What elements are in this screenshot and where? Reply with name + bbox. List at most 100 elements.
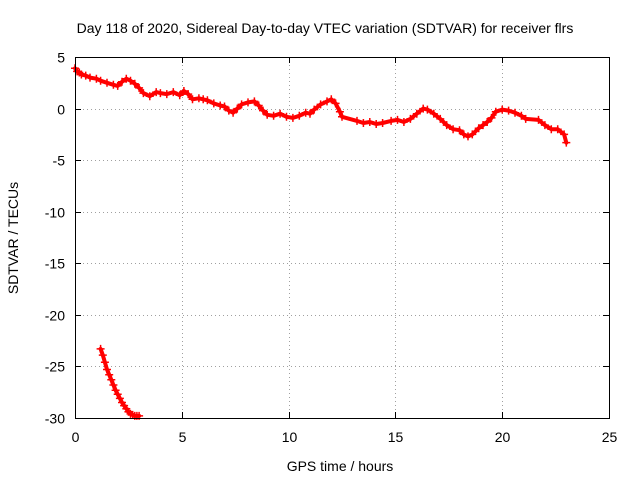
series-main-track — [71, 64, 571, 147]
x-tick-label: 5 — [179, 429, 187, 445]
data-point — [372, 120, 381, 128]
data-point — [459, 130, 468, 139]
data-point — [406, 114, 415, 123]
data-point — [92, 74, 101, 83]
data-point — [553, 125, 562, 134]
data-point — [310, 105, 319, 114]
data-point — [98, 351, 107, 360]
x-tick-label: 10 — [282, 429, 298, 445]
data-point — [483, 118, 492, 126]
data-point — [276, 109, 285, 118]
data-point — [194, 94, 203, 103]
data-point — [86, 73, 94, 82]
data-point — [130, 79, 139, 88]
data-point — [203, 96, 212, 105]
data-point — [77, 70, 86, 79]
data-point — [229, 108, 238, 117]
data-point — [511, 108, 519, 117]
data-point — [442, 121, 451, 130]
data-point — [295, 111, 304, 120]
data-point — [126, 76, 135, 85]
series-descending-track — [96, 344, 144, 420]
data-point — [199, 95, 208, 104]
data-point — [338, 112, 346, 121]
data-point — [455, 126, 464, 135]
data-point — [118, 77, 126, 86]
data-point — [316, 100, 325, 109]
data-point — [233, 104, 242, 113]
chart-title: Day 118 of 2020, Sidereal Day-to-day VTE… — [77, 20, 574, 36]
data-point — [534, 115, 543, 124]
data-point — [103, 78, 111, 87]
data-point — [237, 100, 246, 109]
data-point — [468, 130, 477, 139]
data-point — [479, 121, 487, 130]
data-layer — [71, 64, 571, 420]
data-point — [412, 109, 421, 118]
data-point — [378, 119, 387, 127]
data-point — [419, 104, 428, 113]
data-point — [188, 95, 197, 104]
data-point — [169, 88, 178, 97]
data-point — [175, 91, 184, 100]
data-point — [156, 89, 165, 98]
x-tick-label: 25 — [602, 429, 618, 445]
y-axis-label: SDTVAR / TECUs — [5, 182, 21, 294]
y-tick-label: -10 — [45, 205, 65, 221]
data-point — [359, 119, 368, 127]
x-tick-label: 0 — [72, 429, 80, 445]
plot-frame — [75, 57, 610, 419]
data-point — [474, 124, 483, 133]
x-axis-label: GPS time / hours — [287, 458, 394, 474]
data-point — [109, 80, 118, 89]
data-point — [301, 108, 310, 117]
data-point — [393, 115, 402, 124]
data-point — [139, 89, 148, 98]
data-point — [498, 105, 507, 114]
data-point — [259, 106, 267, 115]
data-point — [399, 118, 408, 126]
data-point — [184, 90, 193, 99]
data-point — [103, 365, 111, 374]
data-point — [521, 114, 530, 123]
y-tick-label: 0 — [57, 102, 65, 118]
data-point — [335, 107, 344, 116]
data-point — [113, 81, 122, 90]
data-point — [244, 98, 252, 107]
data-point — [269, 111, 278, 120]
data-point — [263, 110, 272, 119]
data-point — [306, 109, 314, 118]
data-point — [423, 105, 432, 114]
y-tick-label: -5 — [53, 153, 66, 169]
y-tick-label: 5 — [57, 50, 65, 66]
x-tick-label: 20 — [495, 429, 511, 445]
data-point — [288, 113, 297, 122]
data-point — [436, 114, 445, 123]
data-point — [323, 97, 331, 106]
data-point — [224, 106, 233, 115]
data-point — [81, 71, 90, 80]
data-point — [250, 97, 259, 106]
data-point — [365, 118, 374, 126]
data-point — [487, 113, 496, 122]
y-tick-label: -20 — [45, 308, 65, 324]
data-point — [100, 358, 109, 367]
data-point — [145, 92, 154, 101]
data-point — [387, 116, 396, 125]
data-point — [105, 370, 114, 379]
data-point — [562, 138, 571, 147]
data-point — [162, 90, 171, 99]
data-point — [216, 101, 225, 110]
y-tick-label: -25 — [45, 359, 65, 375]
axis-ticks: 0 5 10 15 20 25 5 0 -5 -10 -15 -20 -25 -30 — [45, 50, 618, 446]
data-point — [122, 74, 131, 83]
x-tick-label: 15 — [388, 429, 404, 445]
data-point — [111, 386, 120, 395]
data-point — [220, 102, 229, 111]
data-point — [135, 83, 144, 92]
data-point — [560, 130, 569, 139]
data-point — [115, 394, 124, 403]
series-trace — [98, 346, 142, 418]
data-point — [254, 101, 263, 110]
